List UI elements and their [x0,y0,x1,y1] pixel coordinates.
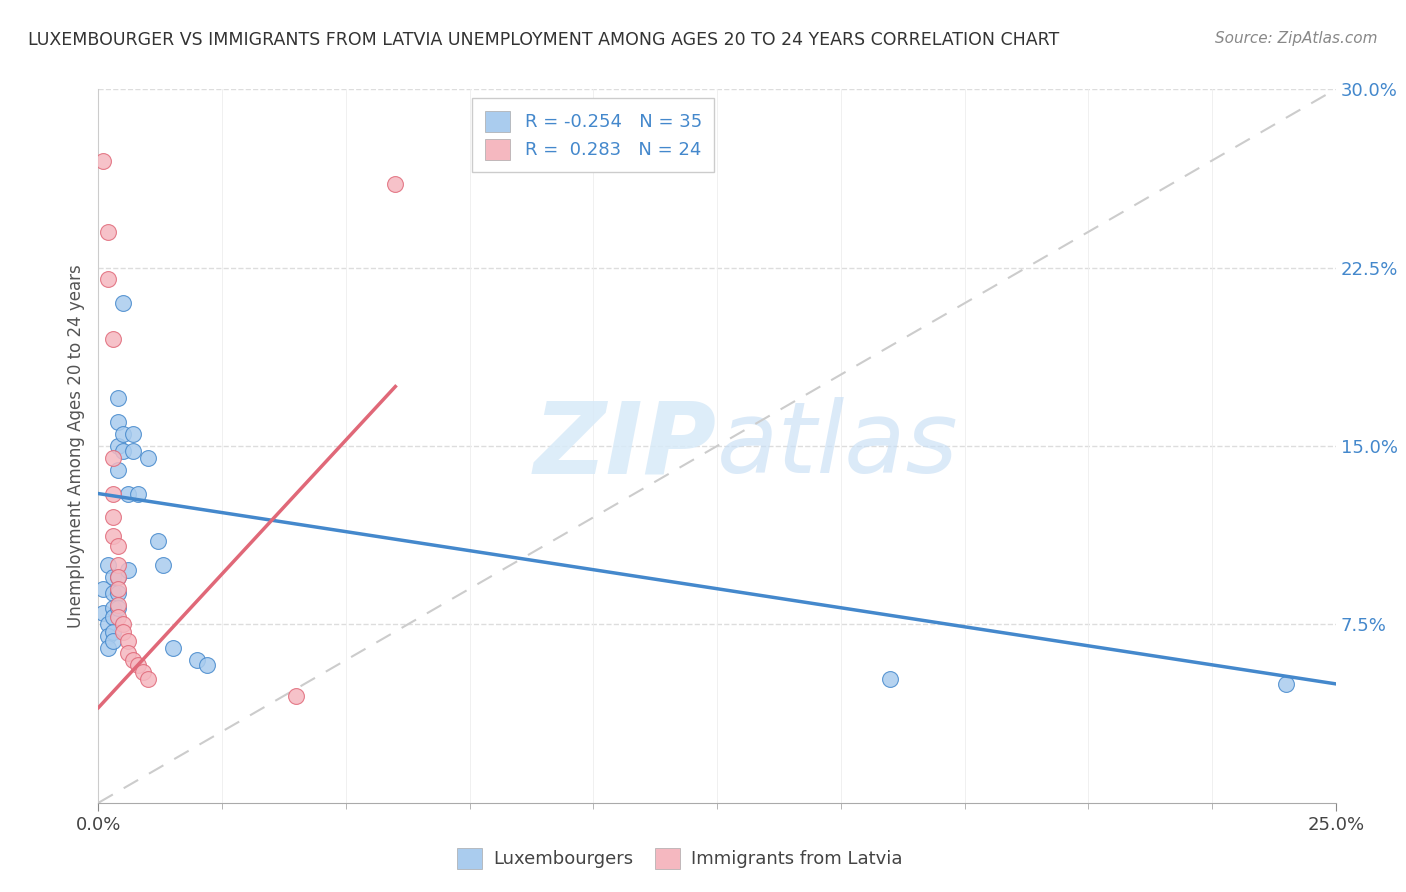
Point [112,427,135,442]
Point [112,617,135,632]
Point [117,646,139,660]
Point [103,600,125,615]
Point [107,582,129,596]
Point [103,450,125,465]
Point [112,443,135,458]
Text: ZIP: ZIP [534,398,717,494]
Point [103,634,125,648]
Point [107,586,129,600]
Legend: Luxembourgers, Immigrants from Latvia: Luxembourgers, Immigrants from Latvia [450,840,910,876]
Point [103,529,125,543]
Point [162,641,184,656]
Point [103,624,125,639]
Text: LUXEMBOURGER VS IMMIGRANTS FROM LATVIA UNEMPLOYMENT AMONG AGES 20 TO 24 YEARS CO: LUXEMBOURGER VS IMMIGRANTS FROM LATVIA U… [28,31,1059,49]
Point [117,563,139,577]
Point [103,486,125,500]
Point [97,272,120,286]
Point [97,617,120,632]
Point [97,225,120,239]
Point [136,450,159,465]
Point [122,443,145,458]
Point [97,641,120,656]
Point [103,332,125,346]
Point [146,534,169,549]
Point [107,570,129,584]
Point [1275,677,1298,691]
Point [107,392,129,406]
Point [112,624,135,639]
Point [879,672,901,686]
Point [103,610,125,624]
Point [107,463,129,477]
Y-axis label: Unemployment Among Ages 20 to 24 years: Unemployment Among Ages 20 to 24 years [66,264,84,628]
Point [112,296,135,310]
Text: Source: ZipAtlas.com: Source: ZipAtlas.com [1215,31,1378,46]
Point [103,570,125,584]
Point [107,439,129,453]
Point [152,558,174,572]
Point [117,634,139,648]
Point [107,570,129,584]
Point [93,582,115,596]
Point [97,629,120,643]
Point [127,486,149,500]
Point [136,672,159,686]
Point [103,586,125,600]
Point [127,657,149,672]
Point [186,653,208,667]
Point [107,599,129,613]
Point [107,600,129,615]
Point [384,178,406,192]
Point [93,153,115,168]
Point [132,665,155,679]
Point [97,558,120,572]
Point [107,539,129,553]
Point [93,606,115,620]
Point [107,558,129,572]
Point [107,415,129,429]
Text: atlas: atlas [717,398,959,494]
Point [285,689,308,703]
Point [117,486,139,500]
Point [107,610,129,624]
Point [195,657,218,672]
Point [122,653,145,667]
Point [122,427,145,442]
Point [103,510,125,524]
